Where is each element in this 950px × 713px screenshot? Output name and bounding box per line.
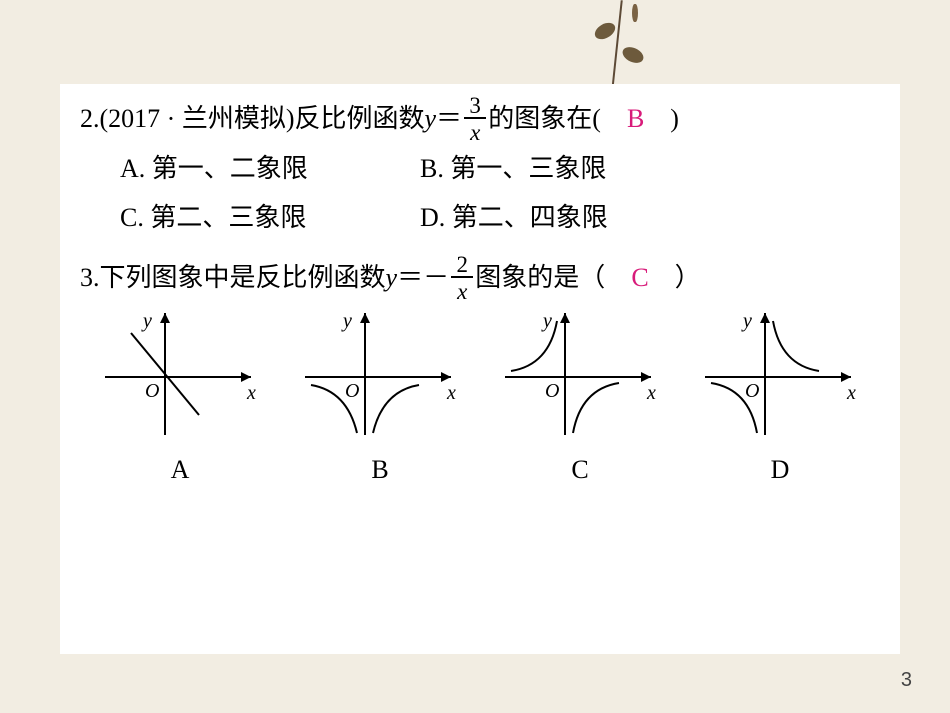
q2-text-a: 反比例函数: [294, 94, 424, 143]
q3-chart-a: O x y A: [85, 311, 275, 494]
q3-chart-label: D: [685, 445, 875, 494]
q2-eq-sign: ＝: [436, 94, 462, 143]
svg-text:O: O: [745, 380, 759, 402]
svg-text:O: O: [145, 380, 159, 402]
q3-chart-c: O x y C: [485, 311, 675, 494]
q3-chart-label: B: [285, 445, 475, 494]
q2-stem: 2. (2017 · 兰州模拟) 反比例函数 y ＝ 3 x 的图象在( B ): [80, 94, 880, 144]
svg-text:x: x: [646, 382, 656, 404]
q3-eq-lhs: y: [386, 253, 398, 302]
svg-text:y: y: [141, 311, 152, 332]
q2-option-b: B. 第一、三象限: [420, 144, 720, 193]
content-sheet: 2. (2017 · 兰州模拟) 反比例函数 y ＝ 3 x 的图象在( B )…: [60, 84, 900, 654]
q2-text-b: 的图象在(: [488, 94, 627, 143]
q2-eq-lhs: y: [425, 94, 437, 143]
q2-answer: B: [627, 94, 644, 143]
svg-text:y: y: [741, 311, 752, 332]
q2-option-c: C. 第二、三象限: [120, 193, 420, 242]
q3-stem: 3. 下列图象中是反比例函数 y ＝－ 2 x 图象的是（ C ）: [80, 253, 880, 303]
q3-eq-sign: ＝－: [397, 253, 449, 302]
svg-text:x: x: [246, 382, 256, 404]
q3-frac-num: 2: [451, 253, 473, 278]
q2-options-row-1: A. 第一、二象限 B. 第一、三象限: [120, 144, 880, 193]
q3-chart-d: O x y D: [685, 311, 875, 494]
svg-text:y: y: [541, 311, 552, 332]
svg-text:y: y: [341, 311, 352, 332]
decorative-branch: [580, 0, 660, 90]
q3-text-a: 下列图象中是反比例函数: [100, 253, 386, 302]
q2-number: 2.: [80, 94, 100, 143]
svg-text:x: x: [446, 382, 456, 404]
q2-frac-den: x: [464, 119, 486, 144]
q2-frac-num: 3: [464, 94, 486, 119]
q2-source: (2017 · 兰州模拟): [100, 94, 295, 143]
q2-fraction: 3 x: [464, 94, 486, 144]
svg-text:x: x: [846, 382, 856, 404]
page-number: 3: [901, 661, 912, 699]
q3-chart-b: O x y B: [285, 311, 475, 494]
q2-options-row-2: C. 第二、三象限 D. 第二、四象限: [120, 193, 880, 242]
q3-answer: C: [631, 253, 648, 302]
q2-option-a: A. 第一、二象限: [120, 144, 420, 193]
q3-number: 3.: [80, 253, 100, 302]
svg-text:O: O: [545, 380, 559, 402]
q3-chart-label: C: [485, 445, 675, 494]
q3-chart-label: A: [85, 445, 275, 494]
q2-text-c: ): [644, 94, 679, 143]
q3-text-b: 图象的是（: [475, 253, 631, 302]
q3-frac-den: x: [451, 278, 473, 303]
q3-fraction: 2 x: [451, 253, 473, 303]
q2-option-d: D. 第二、四象限: [420, 193, 720, 242]
q3-charts-row: O x y A O x y B O x y C O x y D: [80, 311, 880, 494]
q3-text-c: ）: [649, 253, 701, 302]
svg-text:O: O: [345, 380, 359, 402]
